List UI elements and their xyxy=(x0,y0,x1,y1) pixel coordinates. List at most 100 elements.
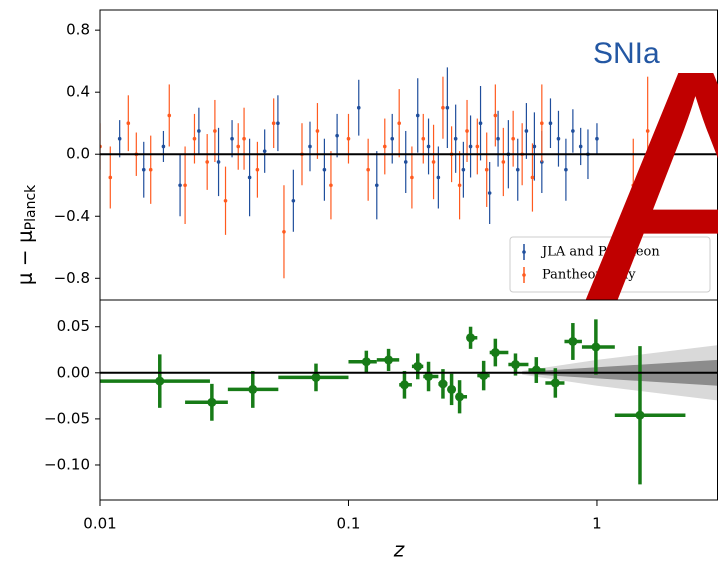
data-point xyxy=(591,342,601,352)
data-point xyxy=(530,175,535,180)
data-point xyxy=(410,175,414,180)
data-point xyxy=(438,379,448,389)
x-tick-label: 0.01 xyxy=(83,515,116,533)
y-tick-label: 0.00 xyxy=(57,363,90,381)
data-point xyxy=(192,136,197,141)
data-point xyxy=(183,183,187,188)
data-point xyxy=(550,378,560,388)
data-point xyxy=(223,198,228,203)
data-point xyxy=(322,167,327,172)
data-point xyxy=(311,372,321,382)
data-point xyxy=(631,183,636,188)
data-point xyxy=(645,129,650,133)
data-point xyxy=(511,136,515,141)
data-point xyxy=(271,121,276,126)
data-point xyxy=(510,360,520,370)
data-point xyxy=(532,144,537,149)
data-point xyxy=(382,144,387,149)
data-point xyxy=(465,129,469,133)
y-axis-label: μ − μPlanck xyxy=(13,184,40,285)
data-point xyxy=(493,113,498,118)
y-tick-label: 0.0 xyxy=(66,145,90,163)
x-tick-label: 1 xyxy=(592,515,602,533)
data-point xyxy=(426,144,431,149)
data-point xyxy=(236,144,241,149)
data-point xyxy=(126,121,131,126)
data-point xyxy=(441,105,445,110)
data-point xyxy=(431,160,436,164)
data-point xyxy=(384,355,394,365)
data-point xyxy=(308,144,312,149)
data-point xyxy=(108,175,113,180)
data-point xyxy=(155,376,165,386)
data-point xyxy=(490,348,500,358)
data-point xyxy=(475,144,480,149)
y-axis-label-subscript: Planck xyxy=(23,184,39,230)
data-point xyxy=(141,167,146,172)
data-point xyxy=(390,136,395,141)
data-point xyxy=(178,183,182,188)
data-point xyxy=(445,105,450,110)
y-tick-label: −0.8 xyxy=(54,269,90,287)
legend-label: JLA and Pantheon xyxy=(540,245,660,260)
data-point xyxy=(403,160,408,164)
data-point xyxy=(148,167,153,172)
x-tick-label: 0.1 xyxy=(337,515,361,533)
data-point xyxy=(205,160,209,164)
data-point xyxy=(468,144,473,149)
legend-swatch-dot xyxy=(522,273,526,277)
data-point xyxy=(399,380,409,390)
x-axis-label: z xyxy=(393,538,405,562)
data-point xyxy=(346,136,351,141)
data-point xyxy=(230,136,234,141)
panel-marks xyxy=(100,67,650,279)
data-point xyxy=(436,175,441,180)
data-point xyxy=(291,198,296,203)
data-point xyxy=(366,167,370,172)
data-point xyxy=(556,136,561,141)
annotation-mark: A xyxy=(585,1,718,370)
data-point xyxy=(397,121,401,126)
data-point xyxy=(496,136,500,141)
data-point xyxy=(595,136,599,141)
data-point xyxy=(540,121,544,126)
data-point xyxy=(564,167,568,172)
data-point xyxy=(197,129,201,133)
data-point xyxy=(247,175,252,180)
data-point xyxy=(524,129,529,133)
data-point xyxy=(117,136,122,141)
data-point xyxy=(242,136,246,141)
y-tick-label: 0.8 xyxy=(66,21,90,39)
data-point xyxy=(248,384,258,394)
data-point xyxy=(484,167,489,172)
data-point xyxy=(282,229,286,234)
data-point xyxy=(315,129,320,133)
annotation-label: SNIa xyxy=(593,37,660,70)
data-point xyxy=(457,183,462,188)
data-point xyxy=(276,121,280,126)
data-point xyxy=(453,136,458,141)
data-point xyxy=(466,333,476,343)
y-tick-label: 0.05 xyxy=(57,317,90,335)
data-point xyxy=(329,183,333,188)
data-point xyxy=(161,144,166,149)
data-point xyxy=(461,167,466,172)
legend-swatch-dot xyxy=(522,250,526,254)
data-point xyxy=(571,129,575,133)
data-point xyxy=(216,160,221,164)
data-point xyxy=(262,149,267,153)
y-tick-label: 0.4 xyxy=(66,83,90,101)
data-point xyxy=(207,397,217,407)
data-point xyxy=(335,133,339,138)
data-point xyxy=(167,113,172,118)
legend-label: Pantheon only xyxy=(542,268,636,283)
data-point xyxy=(447,384,457,394)
y-tick-label: −0.10 xyxy=(44,455,90,473)
data-point xyxy=(501,160,506,164)
data-point xyxy=(421,136,426,141)
data-point xyxy=(374,183,379,188)
data-point xyxy=(255,167,260,172)
data-point xyxy=(515,167,520,172)
data-point xyxy=(361,357,371,367)
